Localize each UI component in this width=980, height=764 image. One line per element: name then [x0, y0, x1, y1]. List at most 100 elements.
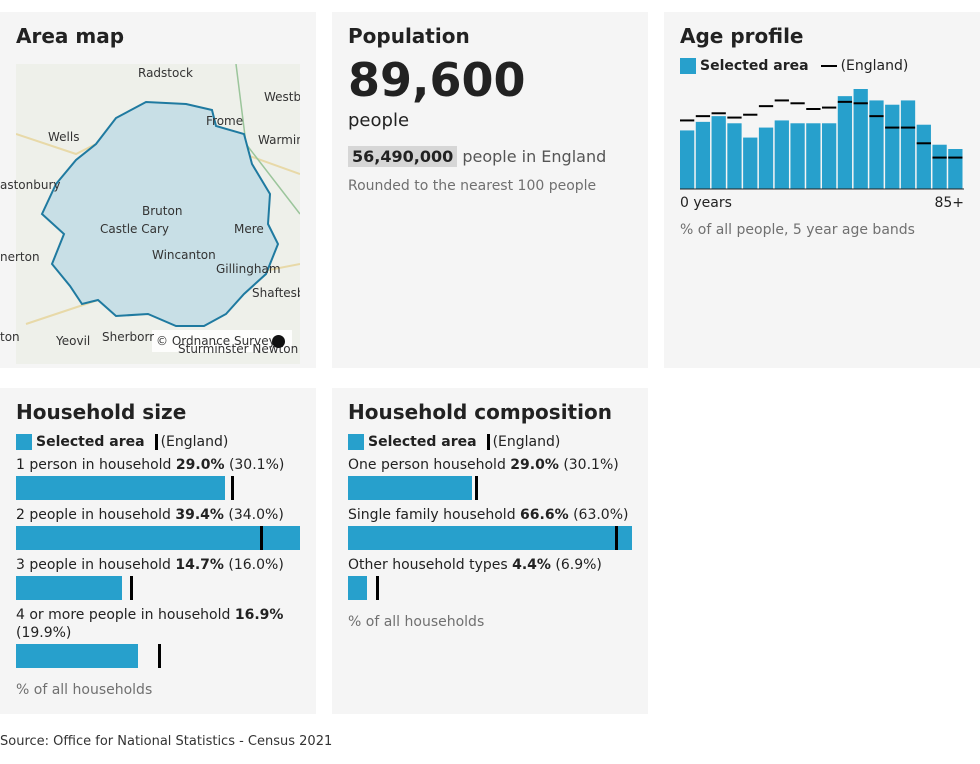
- bar-track: [348, 476, 632, 500]
- info-icon: [272, 335, 285, 348]
- attribution: © Ordnance Survey: [156, 334, 276, 348]
- legend: Selected area (England): [348, 434, 632, 450]
- england-marker: [129, 576, 133, 600]
- bar-item: 3 people in household 14.7% (16.0%): [16, 556, 300, 600]
- note: % of all households: [348, 614, 485, 630]
- place-label: Bruton: [142, 204, 183, 218]
- place-label: nerton: [0, 250, 40, 264]
- bar: [948, 149, 963, 189]
- bar: [869, 100, 884, 189]
- bar-track: [348, 576, 632, 600]
- england-marker: [615, 526, 619, 550]
- population-unit: people: [348, 110, 410, 131]
- bar-track: [16, 526, 300, 550]
- bar-label: Other household types 4.4% (6.9%): [348, 556, 632, 574]
- place-label: astonbury: [0, 178, 61, 192]
- england-value: 56,490,000: [348, 146, 458, 167]
- england-marker: [259, 526, 263, 550]
- panel-title: Area map: [16, 24, 125, 48]
- legend-label: Selected area: [36, 434, 145, 450]
- bar-item: 2 people in household 39.4% (34.0%): [16, 506, 300, 550]
- england-label: (16.0%): [228, 557, 284, 573]
- bar: [16, 576, 122, 600]
- panel-title: Household size: [16, 400, 187, 424]
- place-label: Gillingham: [216, 262, 281, 276]
- bar: [837, 96, 853, 189]
- place-label: Wincanton: [152, 248, 216, 262]
- note: Rounded to the nearest 100 people: [348, 178, 597, 194]
- place-label: Shaftesbu: [252, 286, 300, 300]
- place-label: Yeovil: [56, 334, 91, 348]
- bar: [348, 576, 367, 600]
- england-marker: [375, 576, 379, 600]
- legend-swatch: [16, 434, 32, 450]
- category-label: 1 person in household: [16, 457, 172, 473]
- bar-label: 2 people in household 39.4% (34.0%): [16, 506, 300, 524]
- area-map-panel: Area map Radstock Westbu Frome Warmin Wells a…: [0, 12, 316, 368]
- place-label: Frome: [206, 114, 244, 128]
- legend: Selected area (England): [680, 58, 964, 74]
- bar-item: 4 or more people in household 16.9% (19.…: [16, 606, 300, 668]
- place-label: Sturminster Newton: [178, 342, 299, 356]
- category-label: 2 people in household: [16, 507, 171, 523]
- value-label: 4.4%: [512, 557, 551, 573]
- note: % of all households: [16, 682, 153, 698]
- bar: [790, 123, 805, 189]
- source: Source: Office for National Statistics -…: [0, 734, 333, 749]
- bar-item: 1 person in household 29.0% (30.1%): [16, 456, 300, 500]
- place-label: Radstock: [138, 66, 193, 80]
- place-label: Castle Cary: [100, 222, 169, 236]
- bar-item: Other household types 4.4% (6.9%): [348, 556, 632, 600]
- category-label: One person household: [348, 457, 506, 473]
- bar: [348, 476, 472, 500]
- category-label: 4 or more people in household: [16, 607, 231, 623]
- panel-title: Household composition: [348, 400, 612, 424]
- place-label: Westbu: [264, 90, 300, 104]
- value-label: 29.0%: [510, 457, 559, 473]
- england-label: (19.9%): [16, 625, 72, 641]
- england-row: 56,490,000 people in England: [348, 146, 632, 167]
- bar: [695, 121, 711, 189]
- bar: [853, 89, 868, 189]
- bar: [16, 644, 138, 668]
- legend-label: Selected area: [368, 434, 477, 450]
- legend-line: [820, 65, 837, 67]
- bar: [348, 526, 632, 550]
- population-panel: Population 89,600 people 56,490,000 peop…: [332, 12, 648, 368]
- legend-swatch: [348, 434, 364, 450]
- age-chart: 0 years 85+: [680, 89, 964, 211]
- bar-label: Single family household 66.6% (63.0%): [348, 506, 632, 524]
- bar-label: 3 people in household 14.7% (16.0%): [16, 556, 300, 574]
- household-size-panel: Household size Selected area (England) 1 p…: [0, 388, 316, 714]
- bar-label: 4 or more people in household 16.9% (19.…: [16, 606, 300, 642]
- map[interactable]: [16, 64, 300, 364]
- england-marker: [231, 476, 235, 500]
- legend: Selected area (England): [16, 434, 300, 450]
- bar: [711, 116, 726, 189]
- panel-title: Population: [348, 24, 470, 48]
- place-label: Sherborr: [102, 330, 155, 344]
- bar-item: One person household 29.0% (30.1%): [348, 456, 632, 500]
- legend-tick: [486, 434, 490, 450]
- bar: [774, 120, 789, 189]
- value-label: 14.7%: [175, 557, 224, 573]
- bar: [932, 144, 947, 189]
- bar-track: [16, 644, 300, 668]
- england-label: (6.9%): [555, 557, 602, 573]
- legend-tick: [154, 434, 158, 450]
- bar-item: Single family household 66.6% (63.0%): [348, 506, 632, 550]
- england-label: (34.0%): [228, 507, 284, 523]
- bar-track: [348, 526, 632, 550]
- value-label: 39.4%: [175, 507, 224, 523]
- england-label: (30.1%): [228, 457, 285, 473]
- panel-title: Age profile: [680, 24, 804, 48]
- place-label: Mere: [234, 222, 264, 236]
- bar-track: [16, 576, 300, 600]
- value-label: 66.6%: [520, 507, 569, 523]
- x-tick-label: 85+: [934, 195, 964, 211]
- population-value: 89,600: [348, 53, 526, 107]
- bar-label: 1 person in household 29.0% (30.1%): [16, 456, 300, 474]
- category-label: 3 people in household: [16, 557, 171, 573]
- bar: [806, 123, 821, 189]
